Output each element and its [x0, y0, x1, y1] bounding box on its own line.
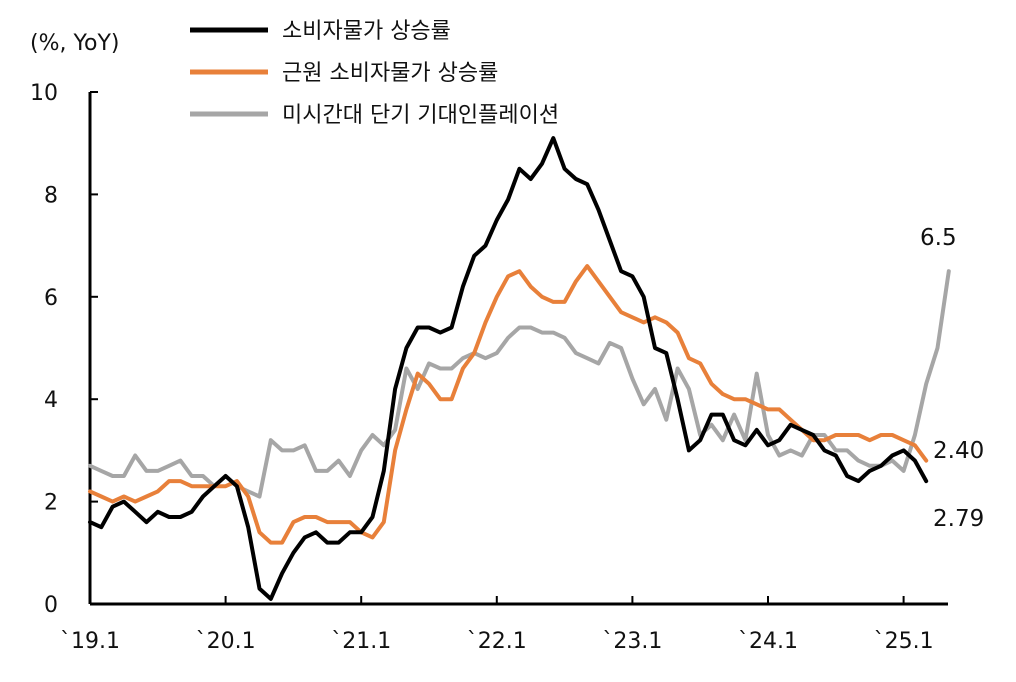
end-labels: 2.79 2.40 6.5 [920, 225, 984, 532]
legend-label-1: 근원 소비자물가 상승률 [282, 61, 498, 86]
series-line-1 [88, 264, 929, 545]
y-tick-label: 2 [44, 491, 58, 516]
x-tick-label: `23.1 [602, 629, 662, 654]
x-tick-label: `22.1 [467, 629, 527, 654]
y-tick-label: 8 [44, 183, 58, 208]
y-tick-label: 10 [30, 81, 58, 106]
series-line-0 [88, 136, 929, 601]
y-tick-label: 6 [44, 286, 58, 311]
x-tick-label: `20.1 [196, 629, 256, 654]
x-tick-label: `25.1 [874, 629, 934, 654]
x-tick-label: `19.1 [60, 629, 120, 654]
end-label-1: 2.40 [933, 438, 984, 464]
series-lines [88, 136, 951, 601]
legend-label-2: 미시간대 단기 기대인플레이션 [282, 103, 559, 128]
unit-label: (%, YoY) [30, 31, 119, 56]
end-label-0: 2.79 [933, 506, 984, 532]
end-label-2: 6.5 [920, 225, 957, 251]
x-tick-label: `21.1 [331, 629, 391, 654]
x-tick-label: `24.1 [738, 629, 798, 654]
legend-label-0: 소비자물가 상승률 [282, 19, 451, 44]
series-line-2 [88, 269, 951, 499]
axes: 0 2 4 6 8 10 `19.1 `20.1 `21.1 `22.1 `23.1 `24.1 `25… [30, 81, 948, 654]
y-tick-label: 4 [44, 388, 58, 413]
y-tick-label: 0 [44, 593, 58, 618]
